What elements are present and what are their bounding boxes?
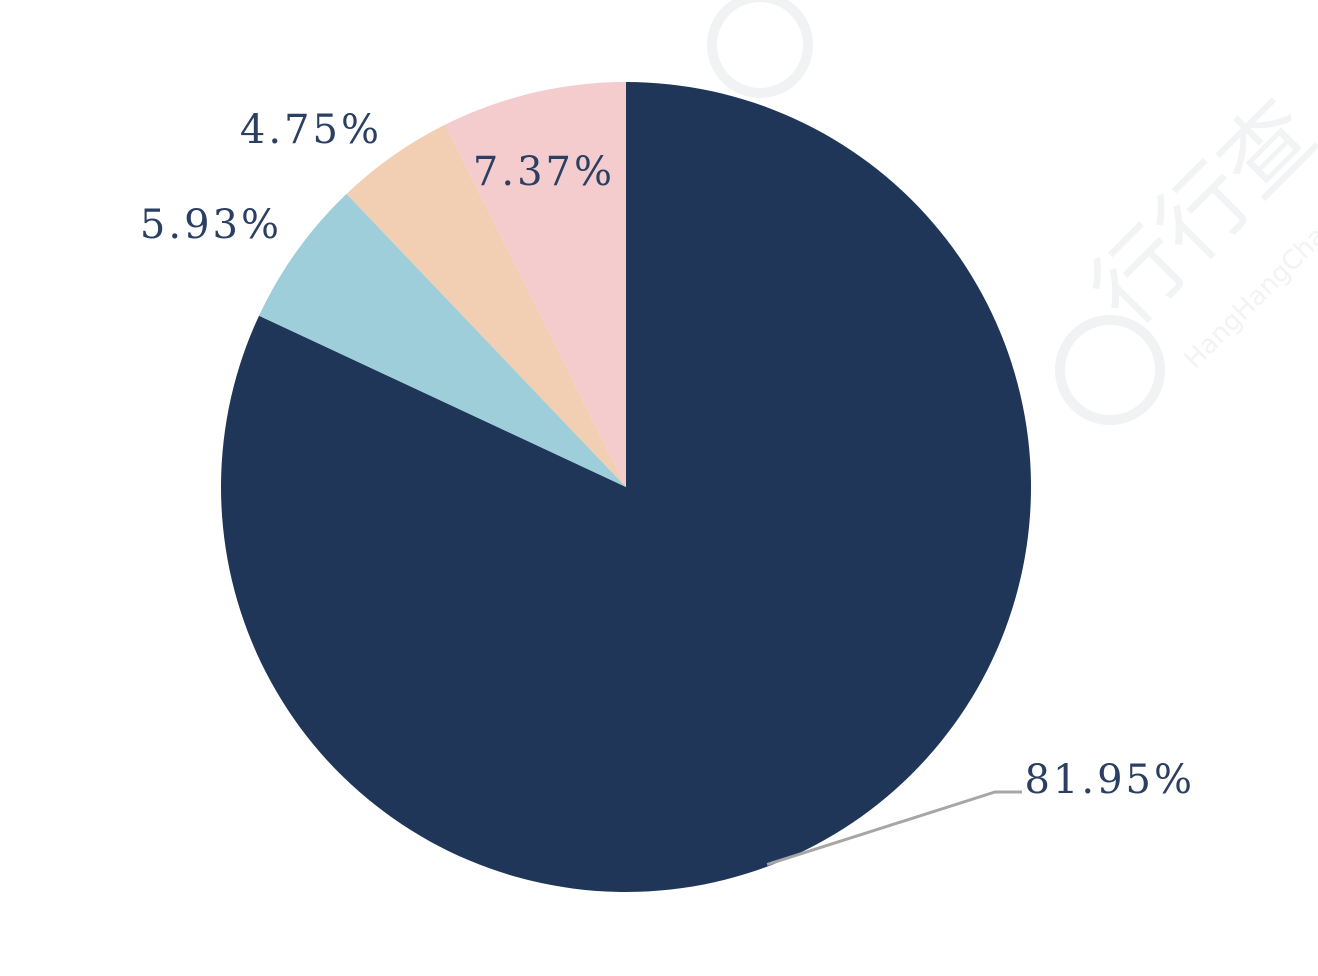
watermark-logo-icon — [1055, 315, 1165, 425]
slice-value-label: 4.75% — [240, 107, 382, 153]
label-leader-line — [766, 790, 1022, 866]
pie-slice — [346, 124, 626, 488]
slice-value-label: 7.37% — [473, 149, 615, 195]
watermark-logo-icon — [707, 0, 813, 98]
pie-slices — [221, 82, 1032, 893]
watermark-text: 行行查 — [1071, 80, 1318, 345]
slice-value-label: 81.95% — [1024, 757, 1195, 803]
pie-labels: 81.95% 5.93% 4.75% 7.37% — [140, 107, 1195, 866]
slice-value-label: 5.93% — [140, 202, 282, 248]
pie-slice — [445, 82, 626, 487]
pie-slice — [221, 82, 1032, 893]
pie-slice — [259, 193, 626, 487]
